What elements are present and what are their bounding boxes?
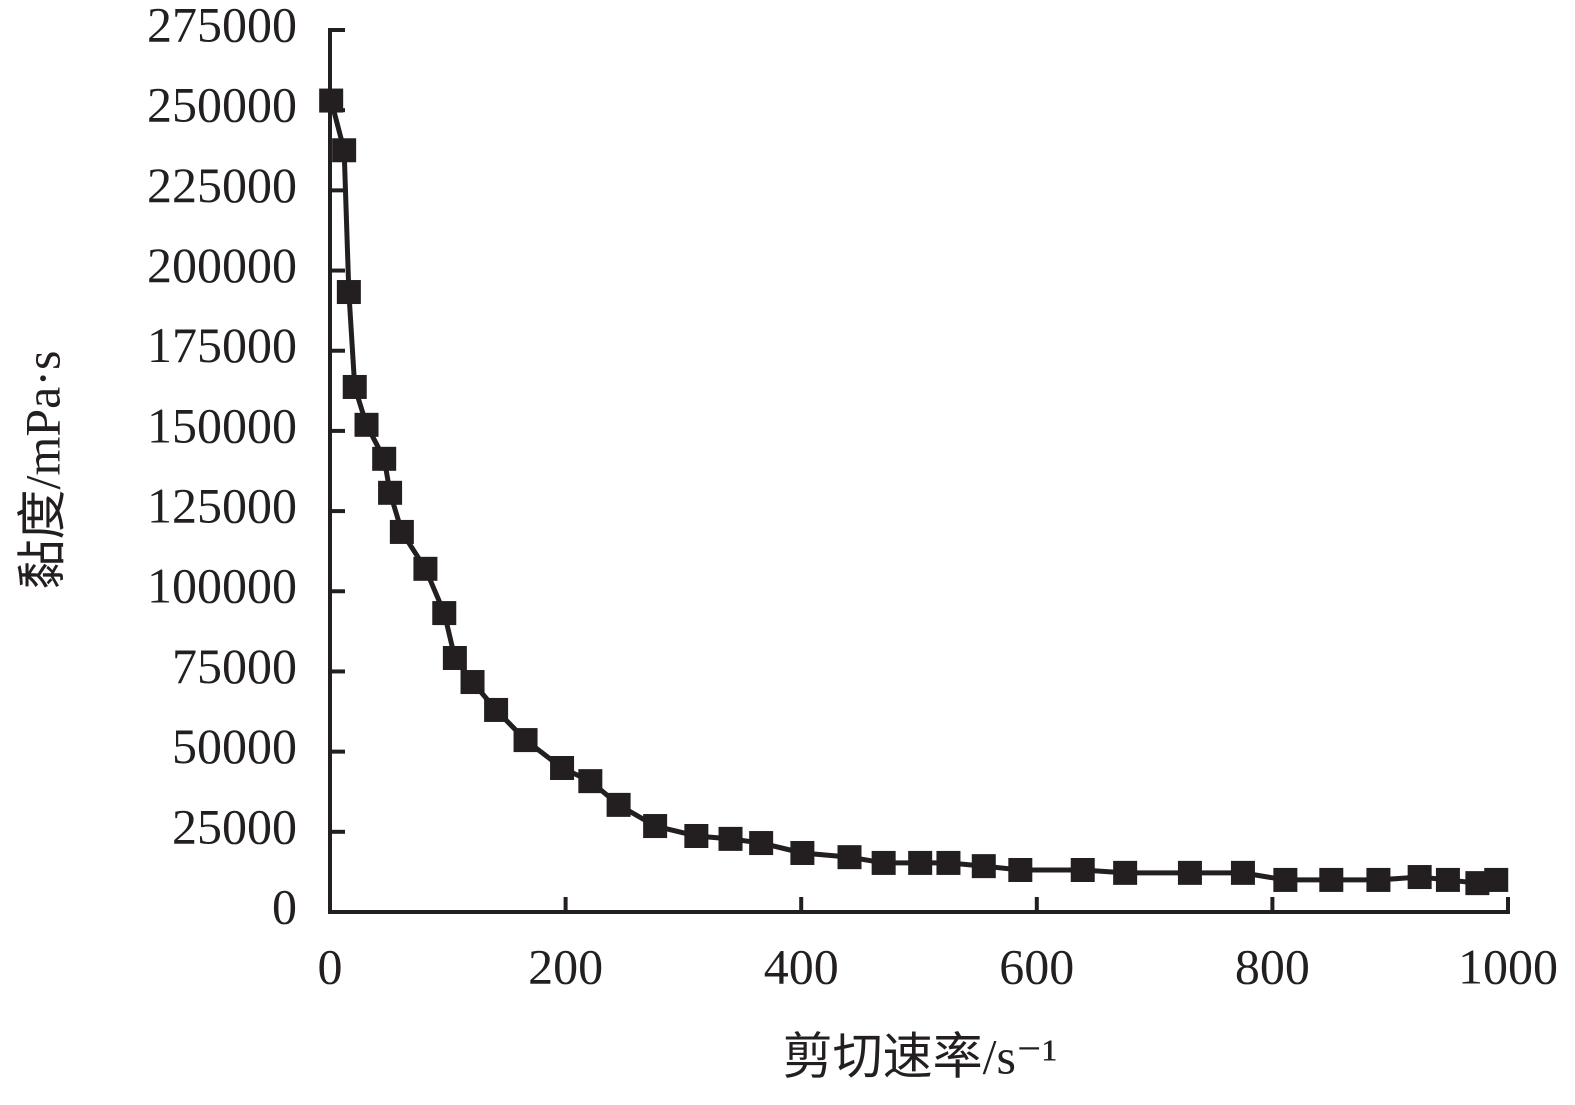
y-tick-label: 0 bbox=[272, 878, 297, 934]
marker bbox=[550, 755, 575, 780]
marker bbox=[513, 728, 538, 753]
marker bbox=[378, 480, 403, 505]
x-tick-label: 0 bbox=[318, 938, 343, 994]
y-tick-label: 175000 bbox=[147, 317, 297, 373]
marker bbox=[442, 645, 467, 670]
y-tick-label: 50000 bbox=[172, 718, 297, 774]
y-tick-label: 125000 bbox=[147, 478, 297, 534]
marker bbox=[790, 840, 815, 865]
marker bbox=[1435, 867, 1460, 892]
marker bbox=[354, 412, 379, 437]
marker bbox=[1113, 860, 1138, 885]
marker bbox=[684, 823, 709, 848]
y-tick-label: 150000 bbox=[147, 397, 297, 453]
marker bbox=[1008, 857, 1033, 882]
marker bbox=[837, 845, 862, 870]
marker bbox=[1366, 867, 1391, 892]
x-tick-label: 200 bbox=[528, 938, 603, 994]
x-axis-title: 剪切速率/s⁻¹ bbox=[783, 1028, 1058, 1084]
marker bbox=[936, 850, 961, 875]
y-tick-label: 250000 bbox=[147, 77, 297, 133]
marker bbox=[413, 556, 438, 581]
marker bbox=[336, 280, 361, 305]
marker bbox=[908, 850, 933, 875]
x-tick-label: 800 bbox=[1235, 938, 1310, 994]
marker bbox=[1070, 857, 1095, 882]
marker bbox=[342, 374, 367, 399]
marker bbox=[1273, 867, 1298, 892]
marker bbox=[718, 826, 743, 851]
marker bbox=[871, 850, 896, 875]
y-axis-title: 黏度/mPa·s bbox=[14, 351, 70, 590]
marker bbox=[1177, 860, 1202, 885]
data-line bbox=[328, 99, 1497, 886]
marker bbox=[1230, 860, 1255, 885]
marker bbox=[389, 519, 414, 544]
marker bbox=[319, 88, 344, 113]
y-tick-label: 275000 bbox=[147, 0, 297, 52]
marker bbox=[971, 854, 996, 879]
x-tick-label: 600 bbox=[999, 938, 1074, 994]
marker bbox=[749, 831, 774, 856]
marker bbox=[460, 670, 485, 695]
y-tick-label: 225000 bbox=[147, 157, 297, 213]
y-tick-label: 25000 bbox=[172, 798, 297, 854]
x-tick-label: 1000 bbox=[1458, 938, 1558, 994]
marker bbox=[432, 601, 457, 626]
marker bbox=[1407, 865, 1432, 890]
marker bbox=[643, 814, 668, 839]
marker bbox=[578, 769, 603, 794]
x-tick-label: 400 bbox=[764, 938, 839, 994]
marker bbox=[332, 138, 357, 163]
y-tick-label: 75000 bbox=[172, 638, 297, 694]
marker bbox=[606, 792, 631, 817]
marker bbox=[484, 697, 509, 722]
y-tick-label: 200000 bbox=[147, 237, 297, 293]
marker bbox=[372, 446, 397, 471]
y-tick-label: 100000 bbox=[147, 558, 297, 614]
marker bbox=[1484, 867, 1509, 892]
marker bbox=[1319, 867, 1344, 892]
